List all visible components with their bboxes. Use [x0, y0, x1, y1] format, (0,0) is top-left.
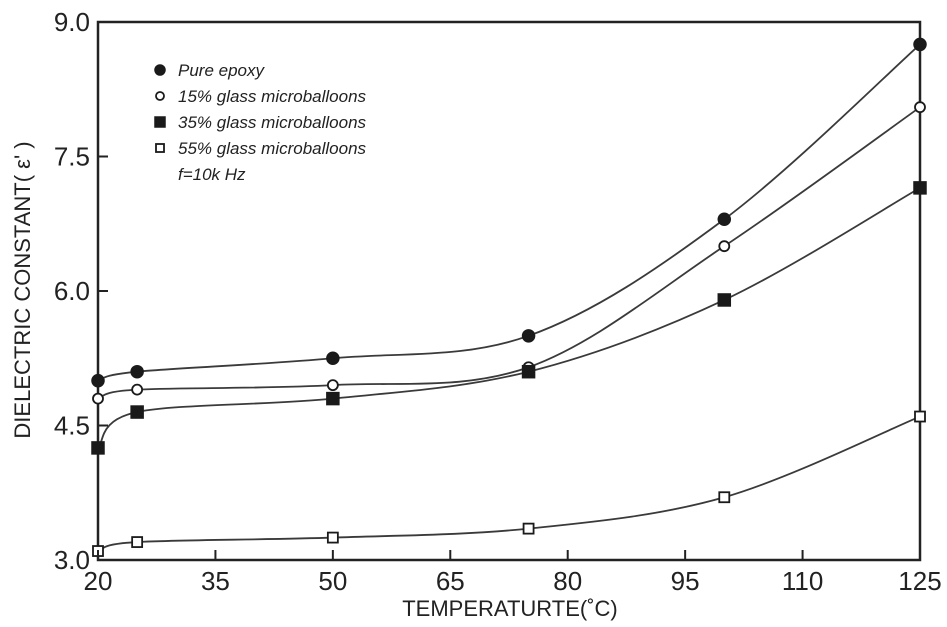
- legend-entry-label: 35% glass microballoons: [178, 113, 367, 132]
- legend-entry-label: Pure epoxy: [178, 61, 265, 80]
- legend-marker: [155, 91, 165, 101]
- series-line: [97, 187, 921, 449]
- data-point: [718, 491, 731, 504]
- data-point: [130, 405, 144, 419]
- data-point: [914, 410, 926, 423]
- data-point: [914, 101, 926, 114]
- series-4: [92, 410, 926, 557]
- y-tick-label: 6.0: [54, 276, 90, 306]
- data-point: [131, 383, 144, 396]
- data-point: [326, 351, 340, 365]
- series-line: [97, 106, 921, 400]
- data-point: [521, 329, 536, 343]
- series-line: [97, 415, 921, 552]
- data-point: [522, 522, 535, 535]
- axes-layer: 20 35 50 65 80 95 110 125 3.0 4.5 6.0 7.5 9.0: [54, 7, 942, 596]
- data-point: [913, 181, 927, 195]
- data-point: [717, 212, 732, 227]
- legend-marker: [154, 116, 166, 128]
- data-point: [131, 536, 144, 548]
- data-point: [91, 373, 105, 388]
- data-point: [521, 364, 536, 379]
- x-tick-label: 125: [898, 566, 941, 596]
- y-tick-label: 3.0: [54, 545, 90, 575]
- legend-entry-label: 15% glass microballoons: [178, 87, 367, 106]
- frequency-annotation: f=10k Hz: [178, 165, 246, 184]
- x-tick-label: 95: [671, 566, 700, 596]
- series-layer: [91, 37, 927, 557]
- x-tick-label: 35: [201, 566, 230, 596]
- y-axis-label: DIELECTRIC CONSTANT( ε' ): [10, 141, 35, 438]
- data-point: [326, 531, 339, 544]
- y-tick-label: 7.5: [54, 142, 90, 172]
- series-1: [91, 37, 927, 388]
- series-line: [97, 43, 921, 382]
- x-tick-label: 20: [84, 566, 113, 596]
- y-tick-label: 9.0: [54, 7, 90, 37]
- data-point: [913, 37, 927, 52]
- data-point: [91, 441, 105, 455]
- x-tick-label: 65: [436, 566, 465, 596]
- data-point: [130, 364, 144, 379]
- series-3: [91, 181, 927, 455]
- data-point: [718, 240, 731, 253]
- legend-marker: [154, 64, 166, 76]
- data-point: [326, 379, 339, 392]
- y-tick-label: 4.5: [54, 411, 90, 441]
- data-point: [326, 391, 340, 406]
- x-tick-label: 50: [318, 566, 347, 596]
- x-tick-label: 80: [553, 566, 582, 596]
- legend: Pure epoxy 15% glass microballoons 35% gla…: [154, 61, 367, 184]
- legend-entry-label: 55% glass microballoons: [178, 139, 367, 158]
- x-axis-label: TEMPERATURTE(˚C): [402, 596, 618, 621]
- x-tick-label: 110: [782, 566, 823, 596]
- data-point: [92, 392, 104, 405]
- legend-marker: [155, 143, 165, 153]
- data-point: [717, 293, 732, 307]
